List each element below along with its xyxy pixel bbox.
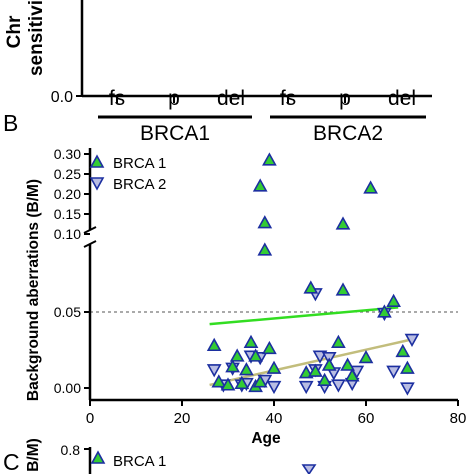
panel-c-legend-label: BRCA 1 — [113, 453, 166, 470]
panel-a-fragment: Chr sensitivi 0.0 fs p del fs p del BRCA… — [4, 0, 432, 145]
category-label-fs-1: fs — [109, 87, 125, 110]
y-tick-label: 0.15 — [54, 206, 81, 222]
point-brca2 — [404, 333, 420, 348]
y-axis-title: Background aberrations (B/M) — [25, 179, 42, 401]
group-label-brca1: BRCA1 — [140, 122, 210, 145]
y-tick-label: 0.00 — [54, 380, 81, 396]
panel-c-ylabel-fragment: B/M) — [25, 438, 42, 472]
point-brca1 — [340, 357, 355, 371]
panel-a-ylabel-line1: Chr — [4, 15, 25, 48]
legend: BRCA 1 BRCA 2 — [89, 154, 166, 193]
panel-a-y-tick-label: 0.0 — [51, 89, 73, 106]
legend-marker-brca1 — [89, 154, 105, 168]
trend-line-brca2 — [209, 338, 413, 387]
x-tick-label: 20 — [174, 410, 191, 427]
point-brca1 — [248, 348, 263, 362]
panel-c-y-tick-label: 0.8 — [61, 442, 81, 458]
panel-c-fragment: C B/M) 0.8 BRCA 1 — [3, 438, 317, 474]
x-tick-label: 60 — [358, 410, 375, 427]
point-brca1 — [211, 374, 227, 388]
y-axis-break-mark-top — [83, 226, 97, 234]
point-brca2 — [266, 380, 282, 395]
y-tick-label: 0.30 — [54, 146, 81, 162]
panel-a-ylabel-line2: sensitivi — [26, 0, 47, 76]
group-label-brca2: BRCA2 — [313, 122, 383, 145]
x-tick-label: 0 — [86, 410, 94, 427]
panel-b-axes: 0.30 0.25 0.20 0.15 0.10 0.05 0.00 0 20 40 60 80 — [54, 146, 467, 427]
point-brca1 — [262, 340, 277, 355]
point-brca1 — [386, 293, 401, 307]
y-tick-label: 0.10 — [54, 226, 81, 242]
x-tick-label: 40 — [266, 410, 283, 427]
category-label-p-2: p — [339, 87, 351, 110]
panel-c-partial-point — [301, 464, 317, 474]
point-brca1 — [400, 360, 415, 374]
trend-line-brca1 — [209, 306, 399, 326]
point-brca2 — [386, 365, 401, 379]
point-brca1 — [335, 282, 351, 296]
point-brca1 — [262, 152, 277, 166]
point-brca1 — [358, 349, 374, 364]
category-label-fs-2: fs — [280, 87, 296, 110]
point-brca2 — [331, 379, 346, 393]
panel-a-x-ticks — [116, 96, 403, 103]
point-brca1 — [239, 362, 254, 376]
point-brca1 — [377, 304, 392, 318]
category-label-del-2: del — [388, 87, 416, 110]
x-tick-label: 80 — [450, 410, 467, 427]
point-brca1 — [321, 357, 337, 371]
point-brca1 — [252, 178, 268, 192]
point-brca1 — [344, 368, 360, 382]
panel-b: B Background aberrations (B/M) 0.300.250… — [3, 110, 466, 447]
y-axis-break-mark-bottom — [83, 240, 97, 248]
category-label-del-1: del — [217, 87, 245, 110]
y-tick-label: 0.25 — [54, 166, 81, 182]
category-label-p-1: p — [168, 87, 180, 110]
point-brca1 — [243, 334, 259, 348]
point-brca1 — [308, 363, 323, 377]
point-brca1 — [225, 359, 240, 373]
point-brca1 — [266, 360, 282, 374]
point-brca1 — [234, 375, 250, 390]
point-brca2 — [400, 382, 415, 396]
trend-lines — [209, 306, 413, 387]
point-brca1 — [206, 337, 222, 352]
point-brca1 — [257, 242, 273, 256]
point-brca1 — [363, 180, 378, 194]
y-tick-label: 0.05 — [54, 304, 81, 320]
panel-b-label: B — [3, 110, 18, 136]
panel-c-legend-marker — [90, 450, 106, 464]
x-axis-title: Age — [251, 430, 281, 447]
point-brca1 — [317, 372, 332, 386]
point-brca1 — [335, 216, 351, 230]
point-brca1 — [331, 334, 346, 348]
point-brca1 — [252, 374, 268, 388]
point-brca1 — [303, 280, 319, 294]
legend-label-brca1: BRCA 1 — [113, 155, 166, 172]
point-brca2 — [206, 364, 222, 378]
point-brca2 — [298, 380, 314, 395]
legend-label-brca2: BRCA 2 — [113, 176, 166, 193]
point-brca1 — [229, 348, 245, 362]
data-points — [206, 152, 420, 396]
panel-c-label: C — [3, 449, 20, 474]
point-brca1 — [257, 215, 273, 229]
legend-marker-brca2 — [89, 177, 105, 191]
y-tick-label: 0.20 — [54, 186, 81, 202]
point-brca1 — [395, 343, 411, 358]
point-brca1 — [220, 377, 236, 391]
